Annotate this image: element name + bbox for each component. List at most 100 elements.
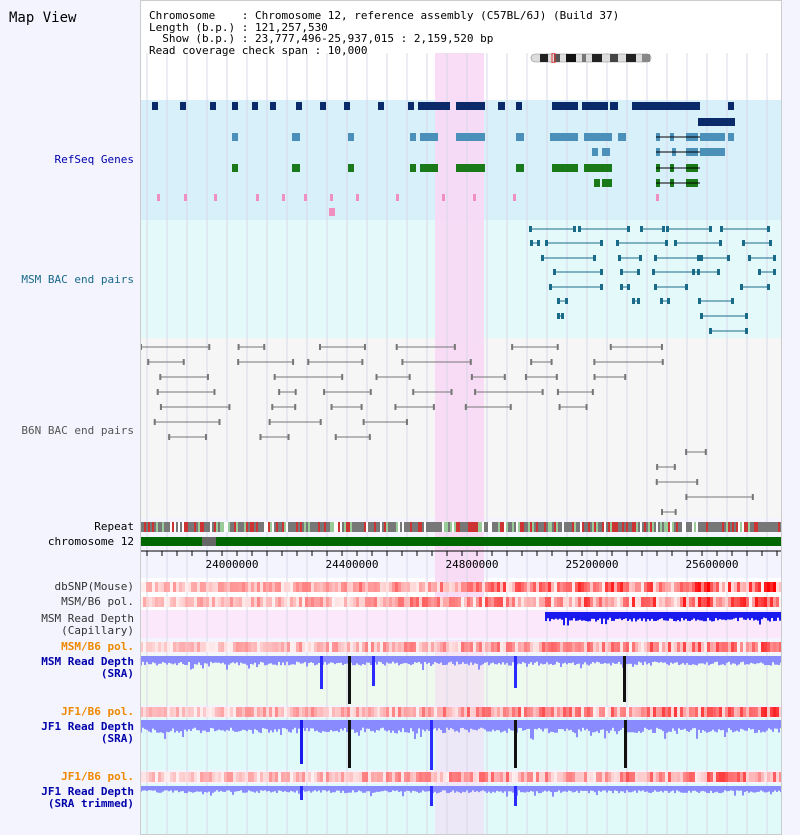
read-depth-bar xyxy=(198,786,200,792)
track-label-msm-depth-sra[interactable]: MSM Read Depth (SRA) xyxy=(0,656,134,680)
refseq-gene xyxy=(456,102,485,110)
read-depth-bar xyxy=(444,720,446,733)
repeat-mark xyxy=(704,522,706,532)
track-label-msm-pol-1[interactable]: MSM/B6 pol. xyxy=(61,595,134,608)
polymorphism-heat xyxy=(542,772,545,782)
read-depth-bar xyxy=(744,720,746,731)
read-depth-bar xyxy=(692,656,694,665)
polymorphism-heat xyxy=(755,707,758,717)
polymorphism-heat xyxy=(209,772,212,782)
read-depth-bar xyxy=(322,720,324,732)
read-depth-bar xyxy=(334,720,336,732)
read-depth-bar xyxy=(522,720,524,731)
track-label-jf1-depth-sra[interactable]: JF1 Read Depth (SRA) xyxy=(0,721,134,745)
polymorphism-heat xyxy=(332,707,335,717)
track-label-chromosome[interactable]: chromosome 12 xyxy=(47,535,134,548)
polymorphism-heat xyxy=(245,597,248,607)
read-depth-bar xyxy=(442,720,444,734)
polymorphism-heat xyxy=(278,582,281,592)
polymorphism-heat xyxy=(350,772,353,782)
read-depth-bar xyxy=(594,786,596,793)
polymorphism-heat xyxy=(569,772,572,782)
read-depth-bar xyxy=(248,720,250,730)
polymorphism-heat xyxy=(710,772,713,782)
read-depth-spike xyxy=(430,720,433,770)
read-depth-bar xyxy=(460,720,462,729)
polymorphism-heat xyxy=(188,597,191,607)
repeat-mark xyxy=(608,522,610,532)
polymorphism-heat xyxy=(194,582,197,592)
read-depth-bar xyxy=(424,786,426,792)
read-depth-bar xyxy=(638,656,640,662)
polymorphism-heat xyxy=(437,772,440,782)
polymorphism-heat xyxy=(548,582,551,592)
read-depth-bar xyxy=(724,720,726,737)
repeat-mark xyxy=(538,522,540,532)
read-depth-bar xyxy=(754,720,756,734)
polymorphism-heat xyxy=(749,707,752,717)
read-depth-bar xyxy=(778,656,780,666)
polymorphism-heat xyxy=(440,772,443,782)
track-label-refseq[interactable]: RefSeq Genes xyxy=(54,153,134,166)
polymorphism-heat xyxy=(152,642,155,652)
repeat-mark xyxy=(168,522,170,532)
polymorphism-heat xyxy=(269,597,272,607)
repeat-mark xyxy=(774,522,776,532)
track-label-repeat[interactable]: Repeat xyxy=(94,520,134,533)
read-depth-spike xyxy=(348,656,351,704)
polymorphism-heat xyxy=(170,772,173,782)
repeat-mark xyxy=(746,522,748,532)
msm-bac-end xyxy=(698,298,701,304)
polymorphism-heat xyxy=(548,772,551,782)
read-depth-bar xyxy=(556,786,558,792)
read-depth-bar xyxy=(711,612,713,622)
read-depth-bar xyxy=(524,656,526,664)
msm-bac-end xyxy=(557,313,560,319)
track-label-msm-depth-cap[interactable]: MSM Read Depth (Capillary) xyxy=(0,613,134,637)
repeat-mark xyxy=(670,522,672,532)
read-depth-bar xyxy=(528,656,530,664)
read-depth-bar xyxy=(186,786,188,794)
chromosome-ideogram[interactable] xyxy=(530,53,652,63)
track-label-jf1-pol-2[interactable]: JF1/B6 pol. xyxy=(61,770,134,783)
repeat-mark xyxy=(514,522,516,532)
read-depth-bar xyxy=(638,720,640,732)
track-label-msm-bac[interactable]: MSM BAC end pairs xyxy=(21,273,134,286)
read-depth-bar xyxy=(202,786,204,795)
polymorphism-heat xyxy=(320,707,323,717)
repeat-mark xyxy=(392,522,394,532)
track-label-dbsnp[interactable]: dbSNP(Mouse) xyxy=(54,580,134,593)
read-depth-bar xyxy=(630,786,632,793)
read-depth-bar xyxy=(358,656,360,665)
repeat-mark xyxy=(594,522,596,532)
msm-bac-end xyxy=(700,255,703,261)
track-label-b6n-bac[interactable]: B6N BAC end pairs xyxy=(21,424,134,437)
read-depth-bar xyxy=(650,786,652,794)
read-depth-bar xyxy=(600,656,602,664)
polymorphism-heat xyxy=(176,642,179,652)
read-depth-bar xyxy=(222,656,224,663)
polymorphism-heat xyxy=(326,772,329,782)
polymorphism-heat xyxy=(350,582,353,592)
read-depth-bar xyxy=(278,656,280,662)
repeat-mark xyxy=(600,522,602,532)
read-depth-bar xyxy=(734,786,736,796)
read-depth-bar xyxy=(586,720,588,729)
read-depth-spike xyxy=(430,786,433,806)
read-depth-bar xyxy=(576,656,578,665)
polymorphism-heat xyxy=(359,597,362,607)
read-depth-bar xyxy=(710,656,712,665)
track-label-msm-pol-2[interactable]: MSM/B6 pol. xyxy=(61,640,134,653)
read-depth-bar xyxy=(428,786,430,792)
repeat-mark xyxy=(618,522,620,532)
track-label-jf1-pol-1[interactable]: JF1/B6 pol. xyxy=(61,705,134,718)
polymorphism-heat xyxy=(578,707,581,717)
repeat-mark xyxy=(272,522,274,532)
refseq-gene-small xyxy=(396,194,399,201)
read-depth-bar xyxy=(186,656,188,666)
track-label-jf1-depth-trim[interactable]: JF1 Read Depth (SRA trimmed) xyxy=(0,786,134,810)
polymorphism-heat xyxy=(677,707,680,717)
read-depth-bar xyxy=(748,656,750,665)
read-depth-bar xyxy=(651,612,653,619)
